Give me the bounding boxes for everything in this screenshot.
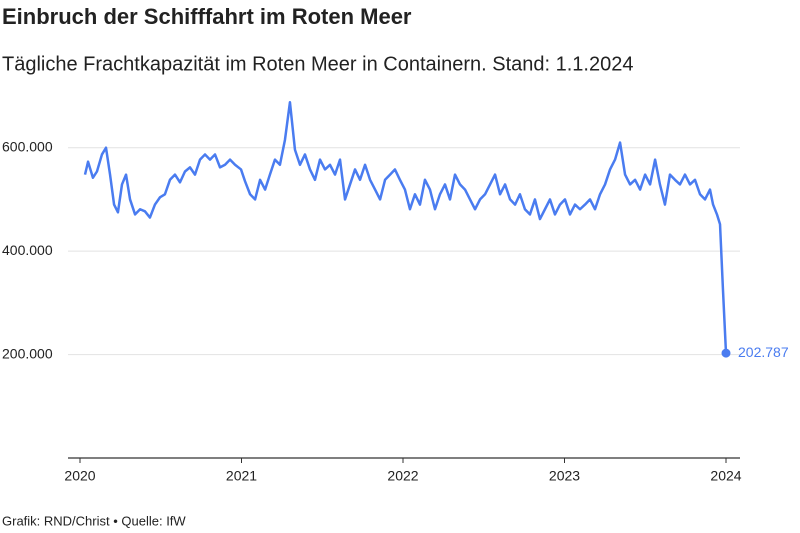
end-point: [721, 348, 731, 358]
y-tick-label: 200.000: [2, 345, 53, 361]
x-tick-label: 2023: [549, 468, 580, 484]
end-label: 202.787: [738, 344, 789, 360]
y-tick-label: 400.000: [2, 242, 53, 258]
y-tick-label: 600.000: [2, 138, 53, 154]
x-tick-label: 2022: [387, 468, 418, 484]
data-line: [83, 100, 728, 354]
x-tick-label: 2020: [64, 468, 95, 484]
source-note: Grafik: RND/Christ • Quelle: IfW: [2, 513, 186, 528]
chart-subtitle: Tägliche Frachtkapazität im Roten Meer i…: [2, 53, 633, 75]
x-tick-label: 2021: [226, 468, 257, 484]
chart-title: Einbruch der Schifffahrt im Roten Meer: [2, 4, 412, 29]
x-tick-label: 2024: [710, 468, 741, 484]
